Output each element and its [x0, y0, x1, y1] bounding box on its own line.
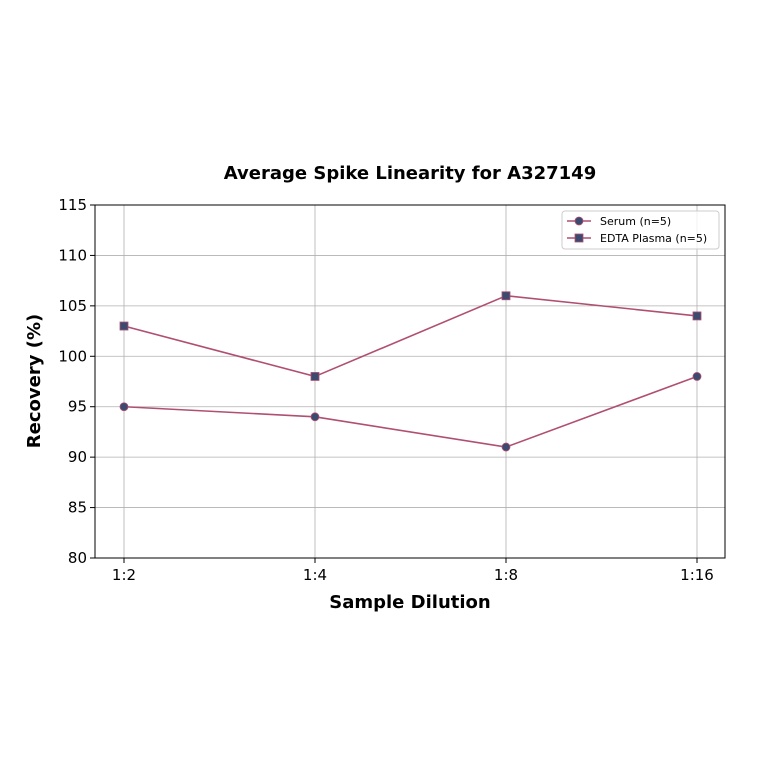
chart-title: Average Spike Linearity for A327149 — [224, 163, 596, 184]
data-point — [501, 442, 511, 452]
series-0 — [119, 372, 702, 452]
series-line — [123, 375, 698, 448]
x-tick-label: 1:8 — [494, 566, 518, 584]
y-tick-label: 115 — [58, 196, 87, 214]
y-tick-label: 80 — [68, 549, 87, 567]
data-point — [119, 321, 129, 331]
x-tick-label: 1:16 — [680, 566, 714, 584]
series-1 — [119, 291, 702, 381]
y-tick-label: 100 — [58, 347, 87, 365]
data-point — [692, 372, 702, 381]
y-axis-label: Recovery (%) — [24, 314, 45, 448]
x-tick-label: 1:2 — [112, 566, 136, 584]
y-tick-label: 110 — [58, 246, 87, 264]
legend-marker — [574, 216, 584, 226]
data-point — [310, 372, 320, 381]
x-axis-label: Sample Dilution — [329, 592, 490, 613]
legend-box — [561, 210, 720, 250]
y-tick-label: 85 — [68, 499, 87, 517]
plot-frame — [94, 204, 726, 559]
x-tick-label: 1:4 — [303, 566, 327, 584]
data-point — [119, 402, 129, 412]
data-point — [310, 412, 320, 422]
legend-label: Serum (n=5) — [600, 215, 671, 228]
data-point — [692, 311, 702, 321]
y-tick-label: 105 — [58, 297, 87, 315]
legend-marker — [574, 233, 584, 243]
legend-label: EDTA Plasma (n=5) — [600, 232, 707, 245]
legend: Serum (n=5) EDTA Plasma (n=5) — [561, 210, 720, 250]
series-line — [123, 294, 698, 378]
data-point — [501, 291, 511, 301]
y-tick-label: 90 — [68, 448, 87, 466]
y-tick-label: 95 — [68, 398, 87, 416]
